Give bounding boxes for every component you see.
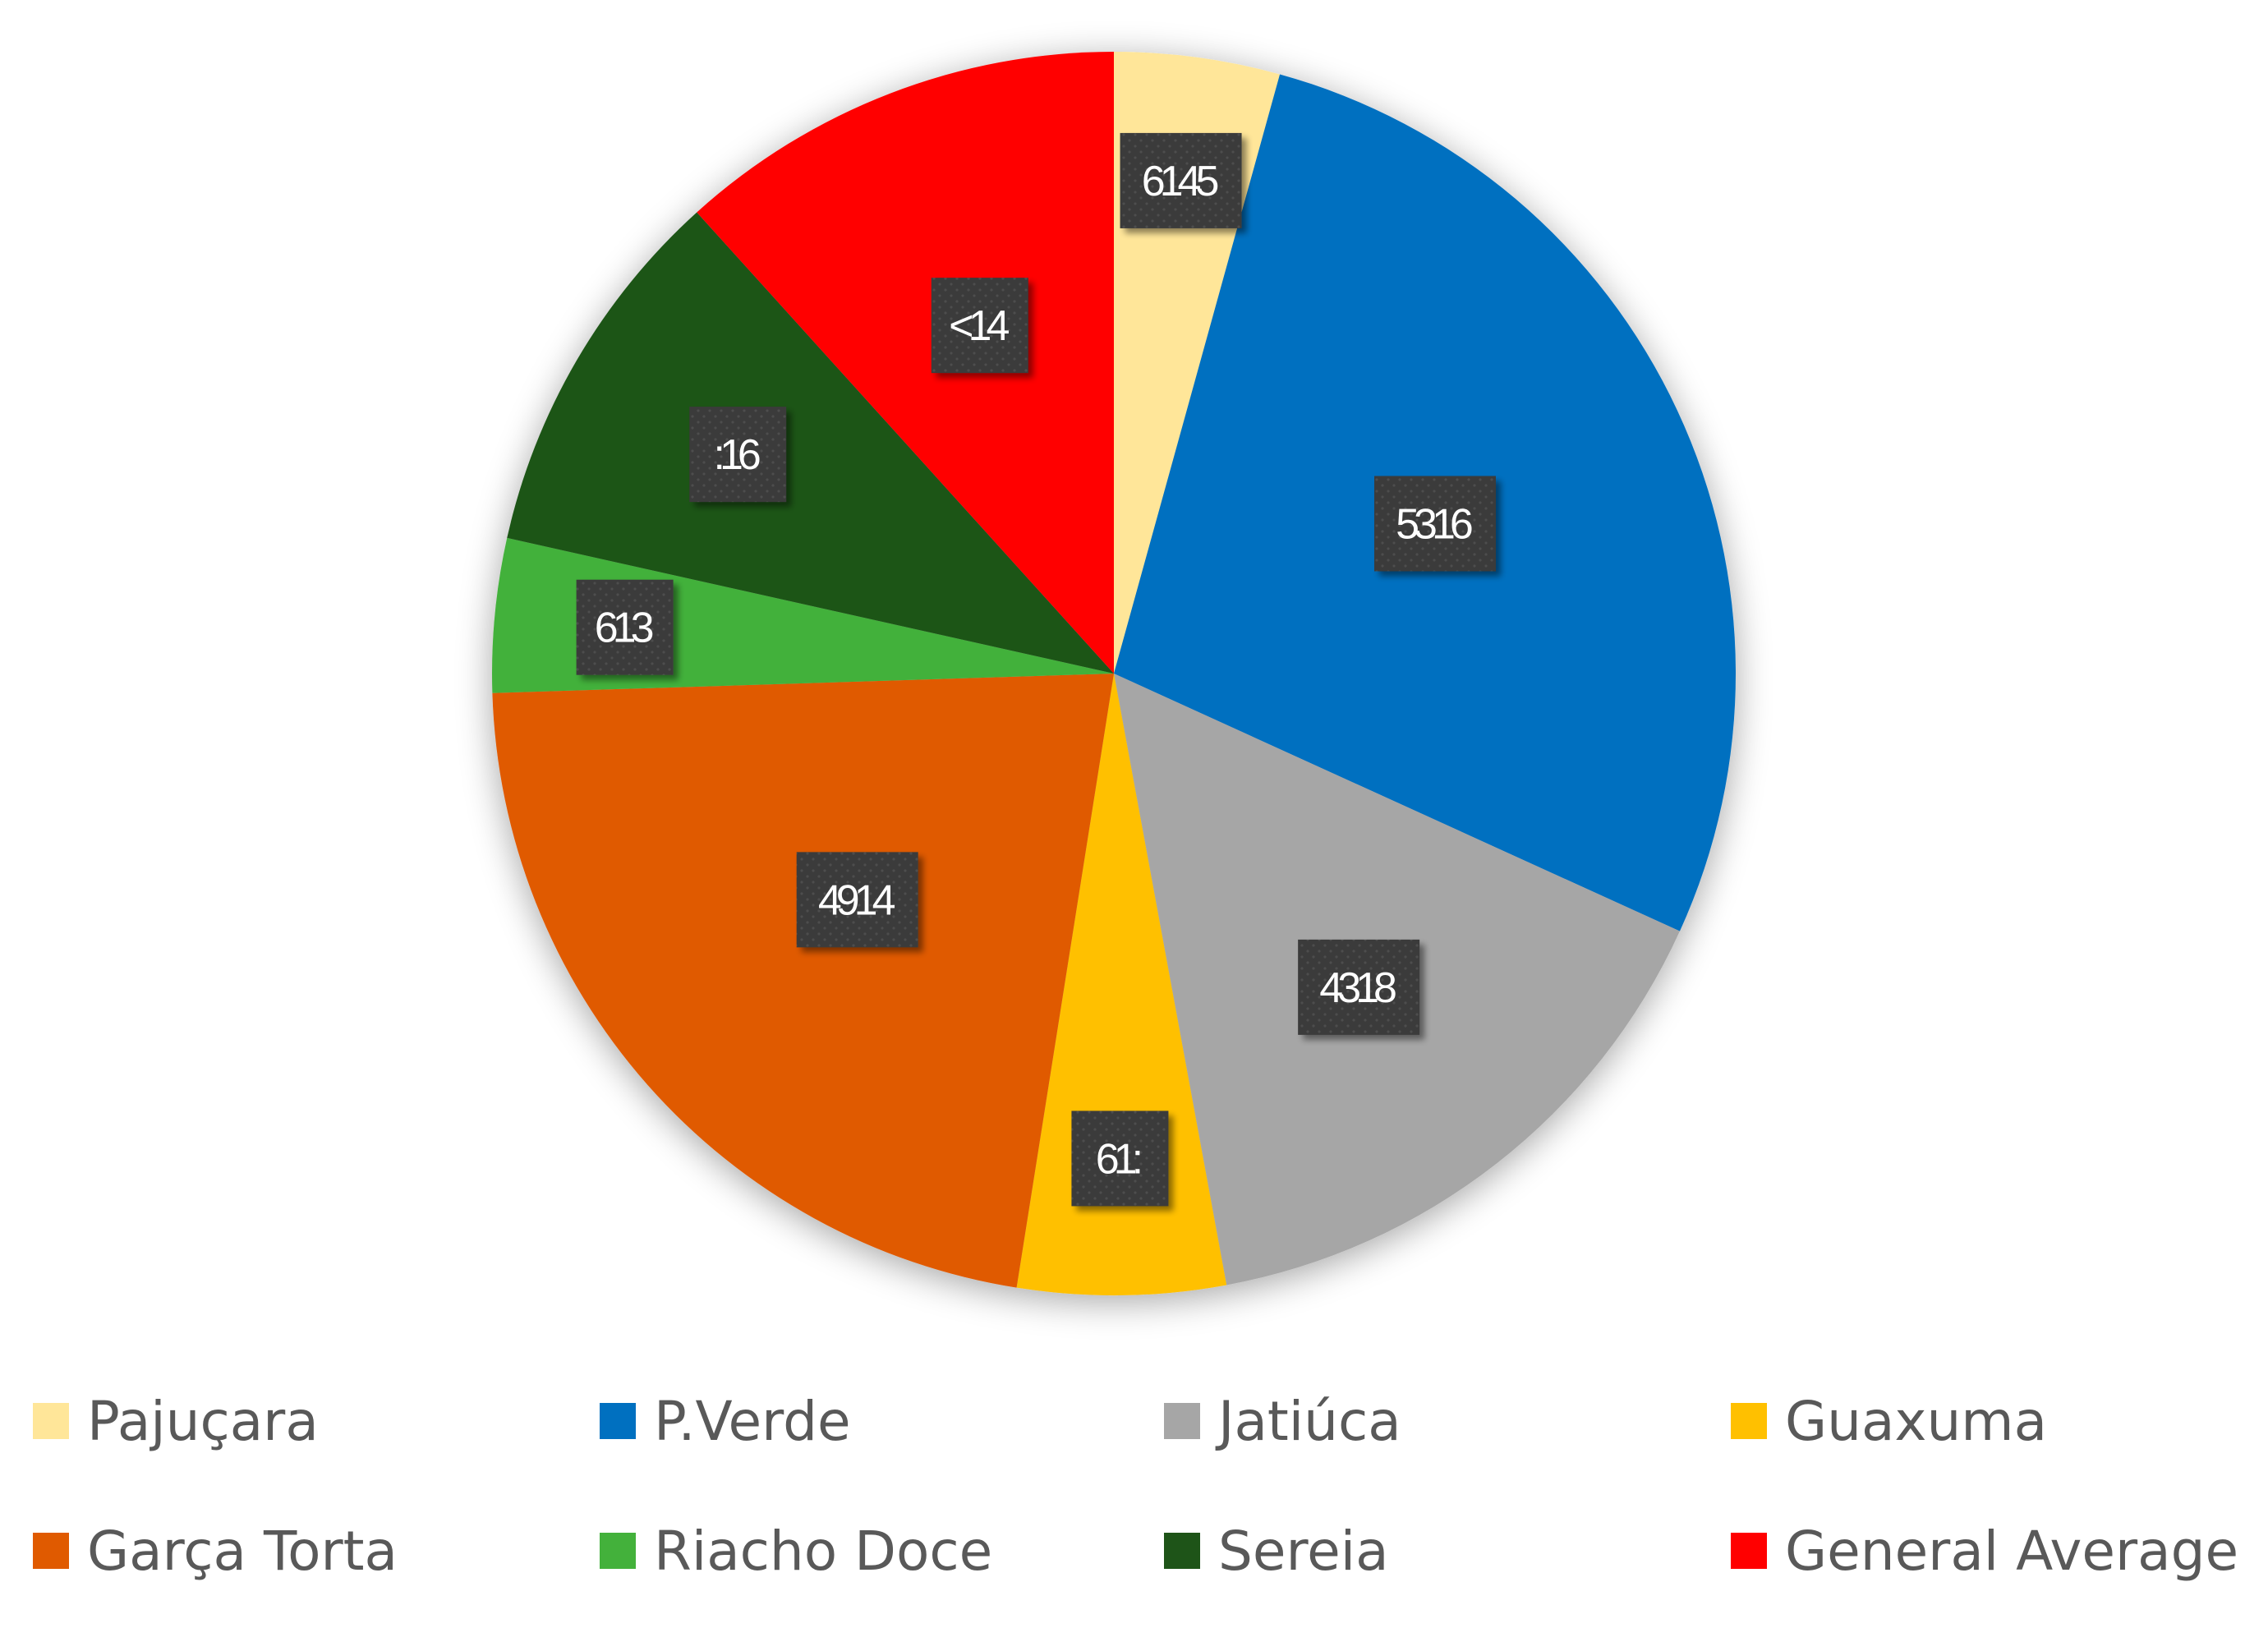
legend-item: Riacho Doce <box>600 1518 992 1584</box>
pie-slice-guaxuma <box>1016 674 1227 1295</box>
data-label-box <box>1120 132 1242 228</box>
data-label: 4318 <box>1298 939 1420 1035</box>
data-label-text: 5316 <box>1396 501 1472 549</box>
legend-swatch <box>1731 1403 1767 1439</box>
legend-item: Guaxuma <box>1731 1388 2047 1454</box>
data-label: 61: <box>1071 1111 1169 1207</box>
legend-swatch <box>33 1533 69 1569</box>
pie-slices <box>492 52 1736 1295</box>
legend-swatch <box>1164 1403 1200 1439</box>
legend-item: Jatiúca <box>1164 1388 1401 1454</box>
data-label-box <box>576 579 674 675</box>
data-label-box <box>1373 476 1496 572</box>
legend-item: P.Verde <box>600 1388 851 1454</box>
data-label-box <box>796 852 918 948</box>
legend-swatch <box>600 1533 636 1569</box>
data-label-text: 4318 <box>1319 964 1396 1012</box>
data-label-text: 613 <box>595 605 653 652</box>
data-label-text: <14 <box>949 302 1009 350</box>
data-label: 613 <box>576 579 674 675</box>
legend-label: General Average <box>1785 1519 2239 1583</box>
data-label-text: 6145 <box>1142 158 1218 205</box>
legend-swatch <box>1164 1533 1200 1569</box>
data-label-text: 61: <box>1096 1135 1140 1183</box>
data-label-text: :16 <box>714 431 760 479</box>
data-label: :16 <box>689 407 787 503</box>
legend-swatch <box>33 1403 69 1439</box>
pie-slice-sereia <box>507 212 1114 674</box>
legend-item: Pajuçara <box>33 1388 319 1454</box>
data-label: 5316 <box>1373 476 1496 572</box>
legend-item: Sereia <box>1164 1518 1389 1584</box>
legend-label: P.Verde <box>654 1389 851 1453</box>
legend-label: Pajuçara <box>87 1389 319 1453</box>
pie-slice-gar-a-torta <box>492 674 1114 1288</box>
legend-item: Garça Torta <box>33 1518 398 1584</box>
legend-label: Sereia <box>1218 1519 1389 1583</box>
data-label: 6145 <box>1120 132 1242 228</box>
data-label: 4914 <box>796 852 918 948</box>
legend-label: Riacho Doce <box>654 1519 993 1583</box>
pie-slice-general-average <box>697 52 1114 674</box>
data-label-box <box>931 278 1028 374</box>
legend-label: Guaxuma <box>1785 1389 2048 1453</box>
legend-label: Jatiúca <box>1218 1389 1401 1453</box>
legend-label: Garça Torta <box>87 1519 398 1583</box>
legend-swatch <box>600 1403 636 1439</box>
data-label-text: 4914 <box>818 876 895 924</box>
data-label-box <box>1298 939 1420 1035</box>
legend: Pajuçara P.Verde Jatiúca Guaxuma Garça Torta… <box>33 1388 2251 1585</box>
legend-item: General Average <box>1731 1518 2238 1584</box>
data-label-box <box>689 407 787 503</box>
data-label: <14 <box>931 278 1028 374</box>
data-labels: 6145 5316 4318 61: 4914 613 :16 <14 <box>576 132 1496 1207</box>
data-label-box <box>1071 1111 1169 1207</box>
legend-swatch <box>1731 1533 1767 1569</box>
